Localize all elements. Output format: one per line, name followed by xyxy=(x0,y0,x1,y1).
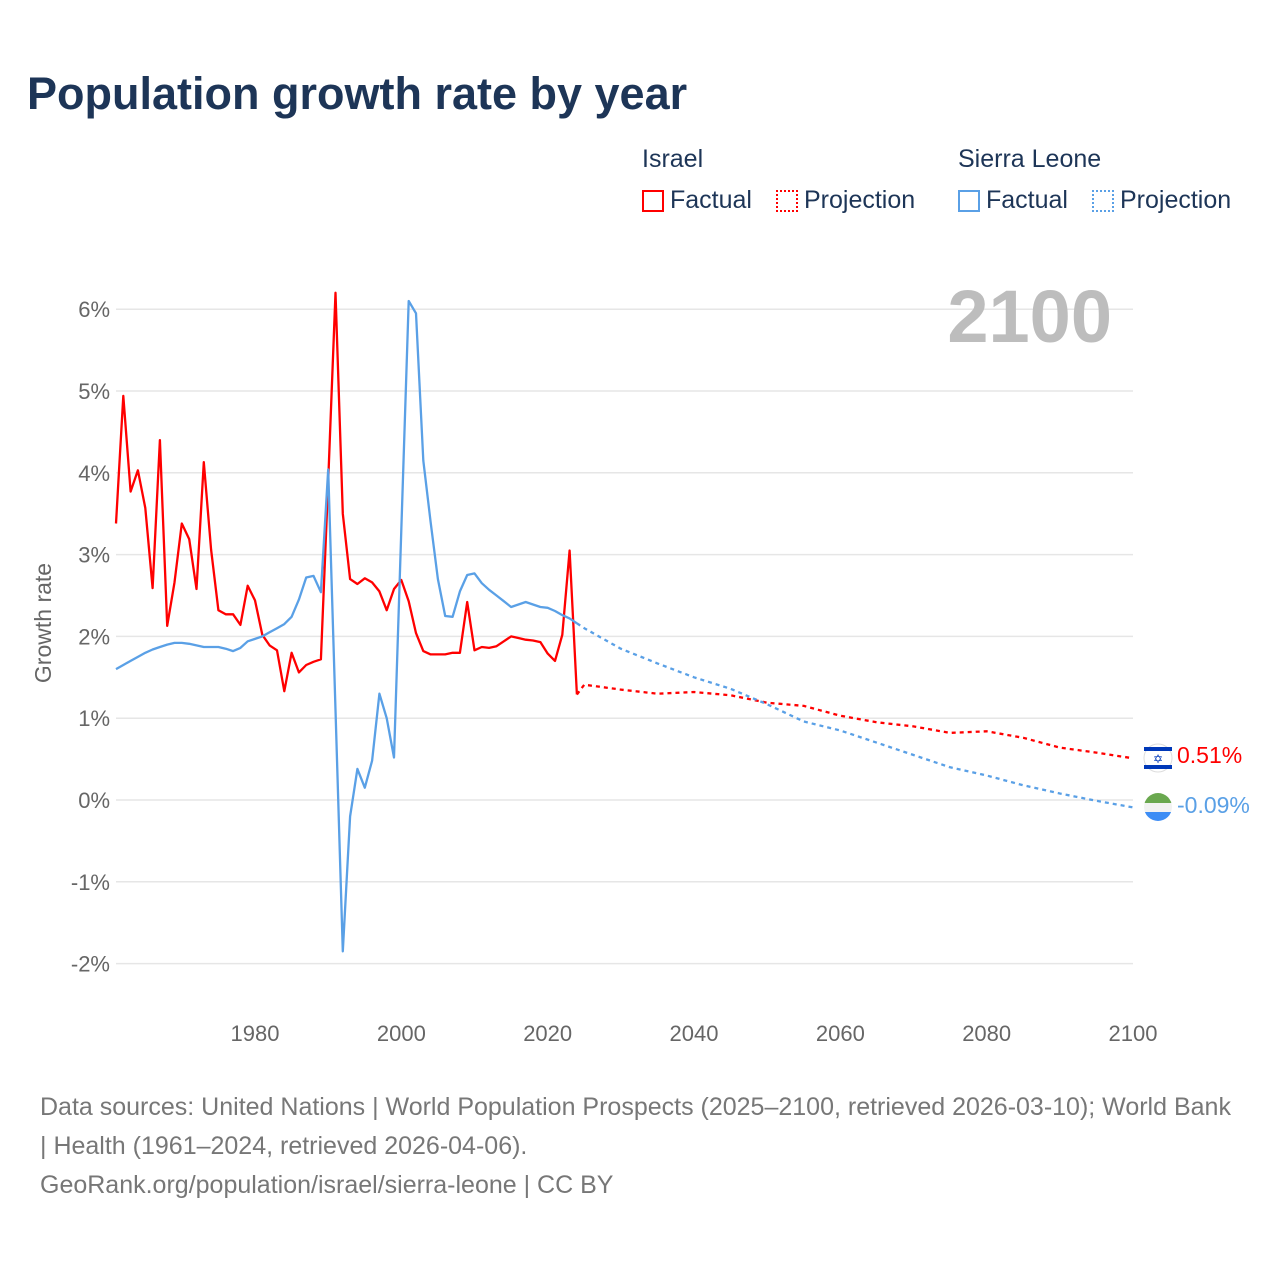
legend-label: Factual xyxy=(986,186,1068,214)
y-tick-label: 2% xyxy=(78,624,110,649)
legend-heading-israel: Israel xyxy=(642,145,704,173)
data-sources: Data sources: United Nations | World Pop… xyxy=(40,1093,1231,1160)
x-tick-label: 2100 xyxy=(1109,1021,1158,1046)
x-tick-label: 2000 xyxy=(377,1021,426,1046)
israel-flag-icon: ✡ xyxy=(1143,743,1173,773)
credit-link[interactable]: GeoRank.org/population/israel/sierra-leo… xyxy=(40,1171,614,1199)
israel-projection-line xyxy=(575,683,1134,760)
x-tick-label: 1980 xyxy=(231,1021,280,1046)
legend-heading-sierra-leone: Sierra Leone xyxy=(958,145,1102,173)
legend-sierra-leone-factual[interactable]: Factual xyxy=(958,186,1068,215)
svg-text:✡: ✡ xyxy=(1153,752,1163,766)
x-tick-label: 2040 xyxy=(670,1021,719,1046)
israel-end-value: 0.51% xyxy=(1177,742,1242,768)
y-tick-label: 3% xyxy=(78,543,110,568)
x-tick-label: 2020 xyxy=(523,1021,572,1046)
legend-israel-projection[interactable]: Projection xyxy=(776,186,915,215)
y-tick-label: -1% xyxy=(71,870,110,895)
sierra-leone-factual-line xyxy=(115,299,578,953)
y-tick-label: 0% xyxy=(78,788,110,813)
x-tick-label: 2080 xyxy=(962,1021,1011,1046)
legend-label: Projection xyxy=(804,186,916,214)
sierra-leone-projection-line xyxy=(576,622,1134,809)
legend-sierra-leone-projection[interactable]: Projection xyxy=(1092,186,1231,215)
y-tick-label: 4% xyxy=(78,461,110,486)
dotted-swatch-icon xyxy=(1092,189,1114,212)
dotted-swatch-icon xyxy=(776,189,798,212)
y-tick-label: 6% xyxy=(78,297,110,322)
y-tick-label: -2% xyxy=(71,952,110,977)
legend-israel-factual[interactable]: Factual xyxy=(642,186,752,215)
solid-swatch-icon xyxy=(958,189,980,212)
israel-factual-line xyxy=(114,291,579,695)
footer: Data sources: United Nations | World Pop… xyxy=(40,1088,1240,1205)
chart-title: Population growth rate by year xyxy=(27,68,688,119)
y-axis-label: Growth rate xyxy=(30,563,56,683)
year-label: 2100 xyxy=(947,275,1112,358)
solid-swatch-icon xyxy=(642,189,664,212)
y-tick-label: 1% xyxy=(78,706,110,731)
y-tick-label: 5% xyxy=(78,379,110,404)
legend-label: Projection xyxy=(1120,186,1232,214)
sierra-leone-flag-icon xyxy=(1144,793,1172,821)
x-tick-label: 2060 xyxy=(816,1021,865,1046)
legend-label: Factual xyxy=(670,186,752,214)
sierra-leone-end-value: -0.09% xyxy=(1177,792,1250,818)
